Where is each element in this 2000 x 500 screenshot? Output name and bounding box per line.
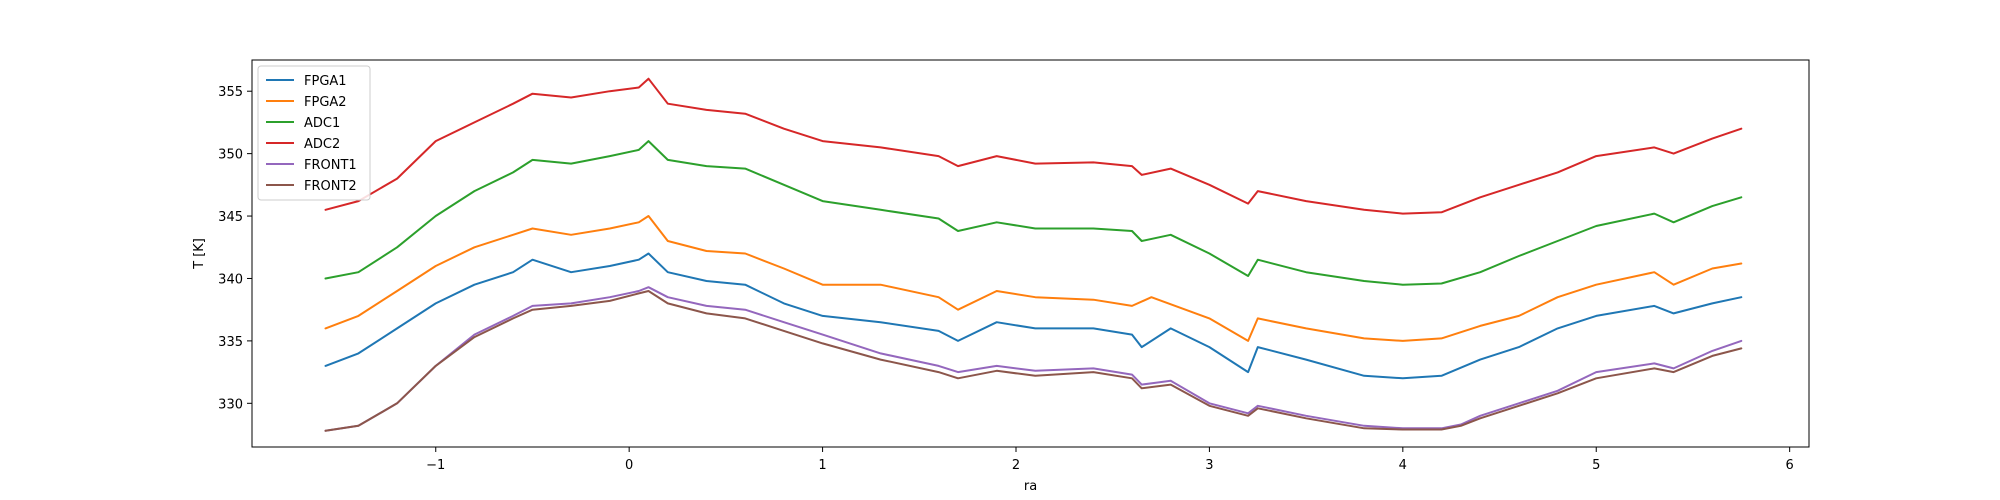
y-tick-label: 350 <box>218 148 243 163</box>
x-tick-label: 5 <box>1592 458 1600 473</box>
series-line-adc2 <box>324 77 1743 215</box>
x-tick-label: 2 <box>1012 458 1020 473</box>
x-tick-label: 3 <box>1205 458 1213 473</box>
x-tick-label: −1 <box>426 458 445 473</box>
legend-label: ADC2 <box>304 137 340 152</box>
series-line-front2 <box>324 290 1743 432</box>
y-tick-label: 330 <box>218 397 243 412</box>
x-tick-label: 1 <box>818 458 826 473</box>
series-line-adc1 <box>324 140 1743 286</box>
legend: FPGA1 FPGA2 ADC1 ADC2 FRONT1 FRONT2 <box>257 65 371 201</box>
y-tick-label: 345 <box>218 210 243 225</box>
y-tick-label: 335 <box>218 335 243 350</box>
plot-area <box>251 59 1810 448</box>
x-axis: −1 0 1 2 3 4 5 6 <box>426 447 1794 473</box>
x-tick-label: 0 <box>625 458 633 473</box>
y-tick-label: 340 <box>218 272 243 287</box>
legend-label: FRONT1 <box>304 158 357 173</box>
legend-label: FPGA1 <box>304 74 347 89</box>
x-tick-label: 6 <box>1786 458 1794 473</box>
y-axis: 330 335 340 345 350 355 <box>218 85 252 412</box>
y-tick-label: 355 <box>218 85 243 100</box>
x-tick-label: 4 <box>1399 458 1407 473</box>
legend-box <box>257 65 371 201</box>
y-axis-label: T [K] <box>192 238 207 270</box>
series-line-front1 <box>324 286 1743 432</box>
series-line-fpga2 <box>324 215 1743 342</box>
series-lines <box>324 77 1743 432</box>
x-axis-label: ra <box>1024 479 1037 494</box>
legend-label: FRONT2 <box>304 179 357 194</box>
legend-label: ADC1 <box>304 116 340 131</box>
legend-label: FPGA2 <box>304 95 347 110</box>
series-line-fpga1 <box>324 252 1743 380</box>
